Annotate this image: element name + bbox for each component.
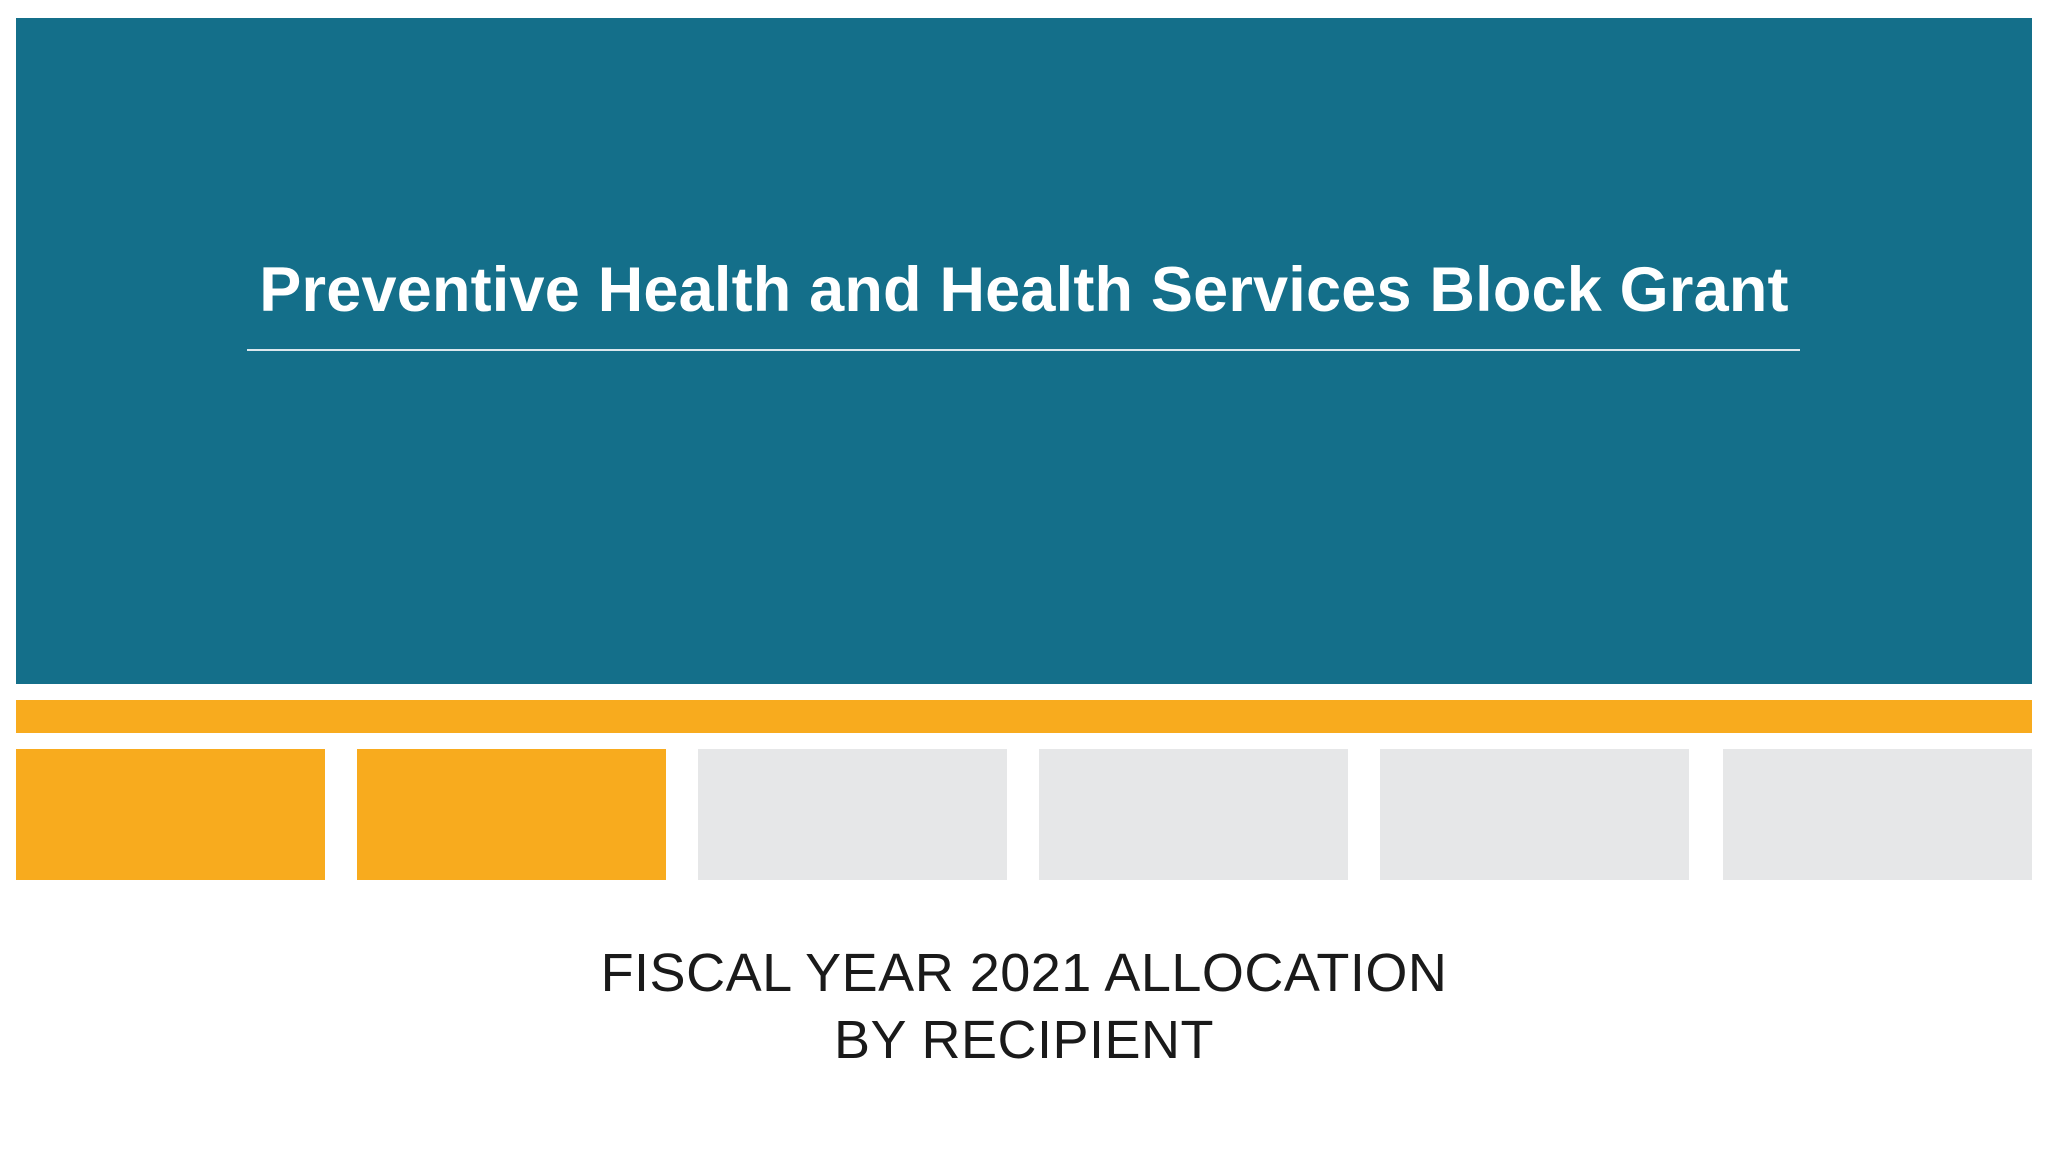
page-title: Preventive Health and Health Services Bl… — [259, 255, 1789, 325]
title-banner — [16, 18, 2032, 684]
progress-block-4 — [1039, 749, 1348, 880]
accent-bar — [16, 700, 2032, 733]
progress-block-2 — [357, 749, 666, 880]
progress-block-5 — [1380, 749, 1689, 880]
progress-block-3 — [698, 749, 1007, 880]
subtitle-line-2: BY RECIPIENT — [833, 1010, 1215, 1070]
progress-blocks — [16, 749, 2032, 880]
progress-block-6 — [1723, 749, 2032, 880]
subtitle-line-1: FISCAL YEAR 2021 ALLOCATION — [600, 943, 1448, 1003]
subtitle: FISCAL YEAR 2021 ALLOCATION BY RECIPIENT — [0, 940, 2048, 1074]
title-underline — [247, 349, 1800, 351]
progress-block-1 — [16, 749, 325, 880]
